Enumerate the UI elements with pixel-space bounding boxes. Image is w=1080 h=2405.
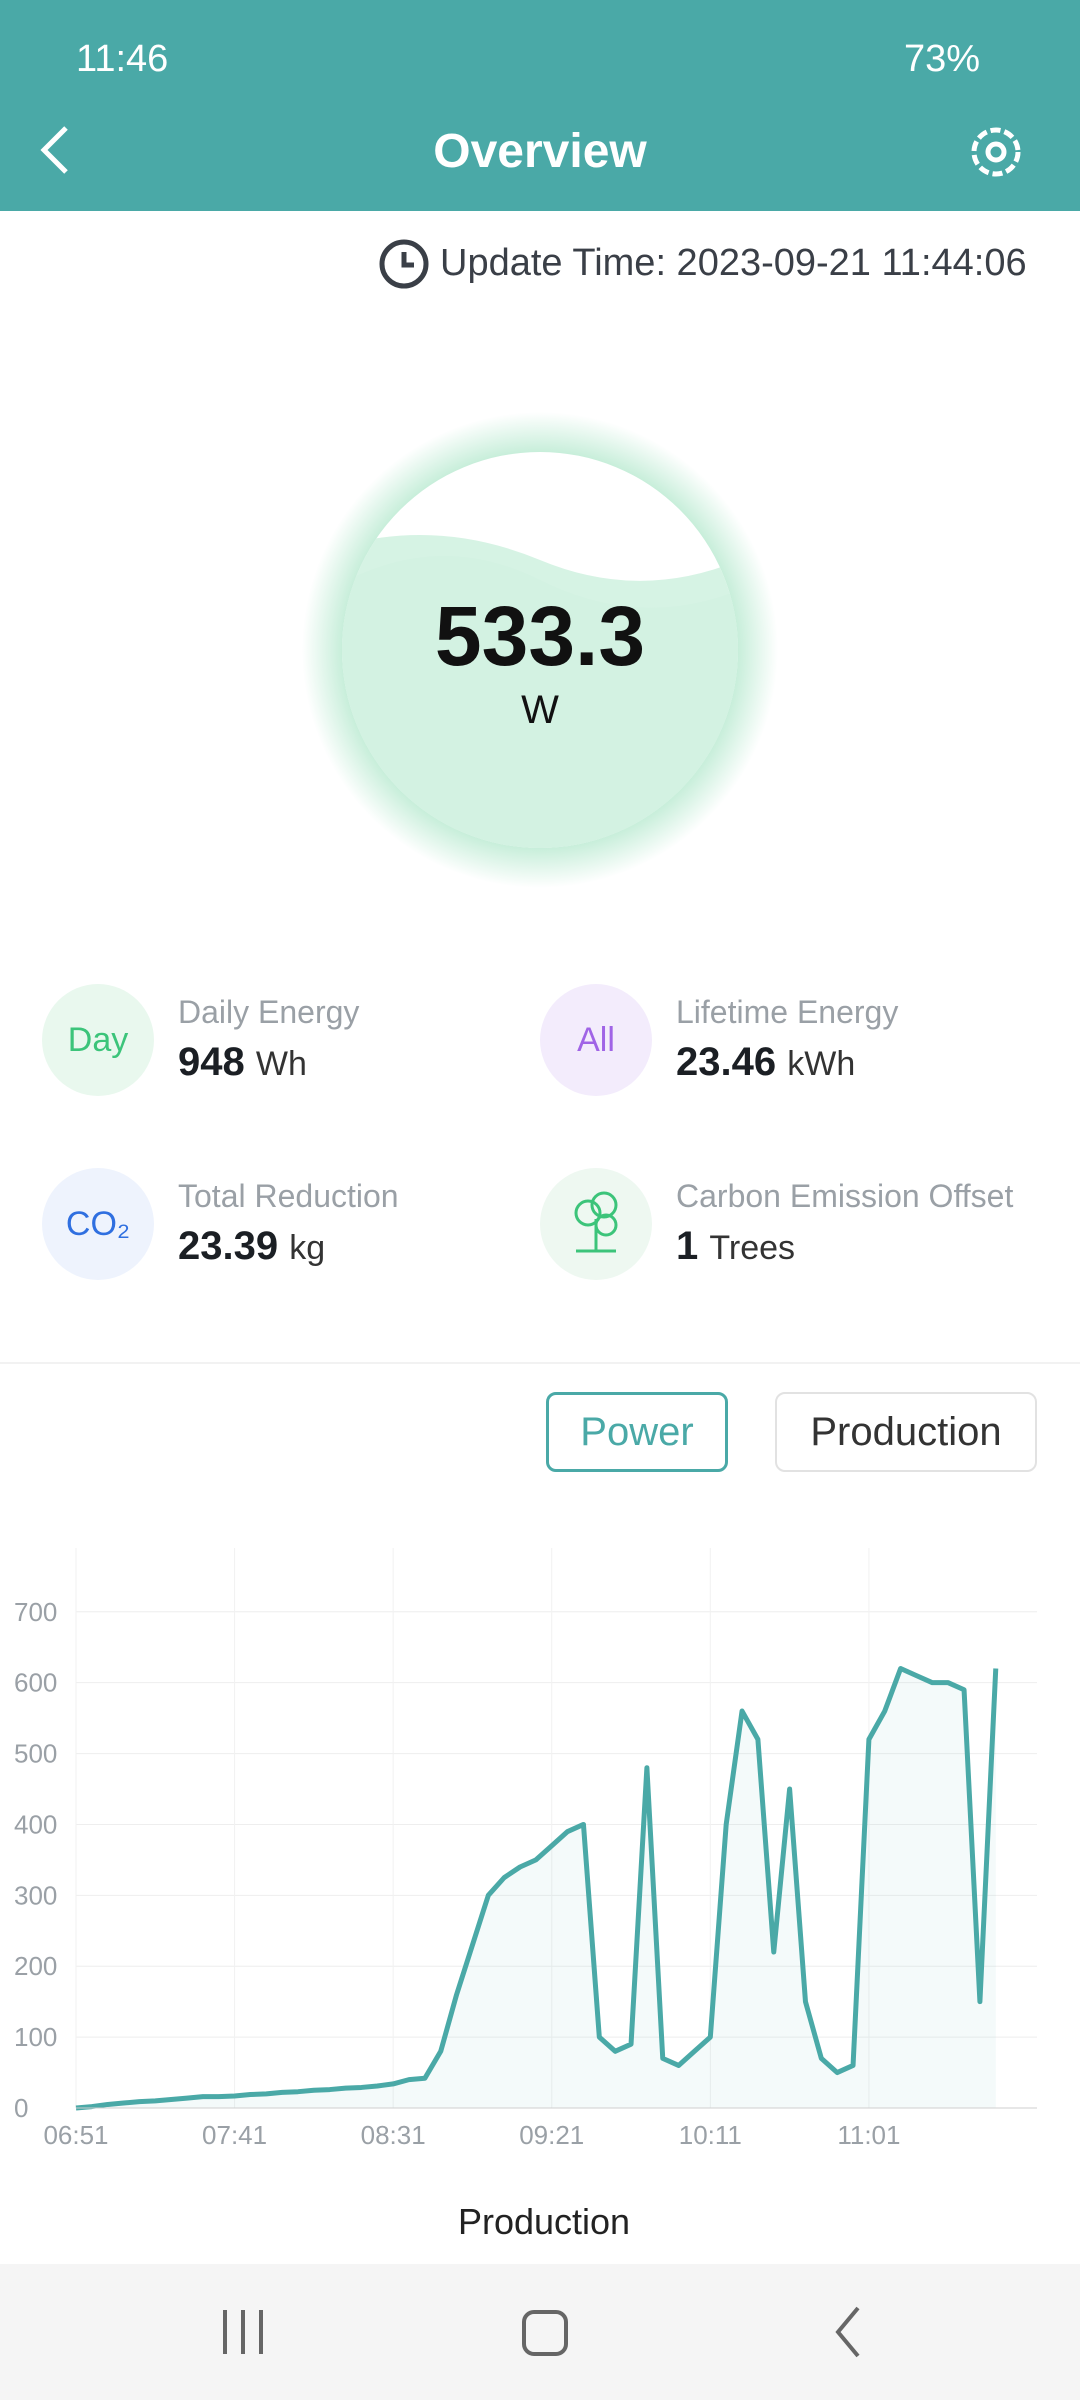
stat-unit: Trees xyxy=(709,1229,796,1267)
stat-value: 23.46 xyxy=(676,1040,777,1084)
stat-value-row: 1 Trees xyxy=(676,1224,795,1269)
nav-bar xyxy=(0,2264,1080,2400)
stat-label: Total Reduction xyxy=(178,1178,399,1214)
divider xyxy=(0,1362,1080,1364)
stat-icon: All xyxy=(540,984,652,1096)
x-tick-label: 06:51 xyxy=(43,2120,108,2150)
power-tab[interactable]: Power xyxy=(546,1392,728,1472)
clock: 11:46 xyxy=(76,38,169,80)
back-button[interactable] xyxy=(36,120,76,180)
gauge xyxy=(302,412,778,888)
stat-label: Daily Energy xyxy=(178,994,360,1030)
gauge-unit: W xyxy=(521,688,559,732)
x-tick-label: 08:31 xyxy=(361,2120,426,2150)
title: Overview xyxy=(433,125,647,178)
stat-unit: Wh xyxy=(255,1045,307,1083)
stat-unit: kWh xyxy=(787,1045,856,1083)
stat-value: 23.39 xyxy=(178,1224,279,1268)
stat-value-row: 23.46 kWh xyxy=(676,1040,855,1085)
stat-label: Lifetime Energy xyxy=(676,994,899,1030)
stat-icon: Day xyxy=(42,984,154,1096)
app-bar: 11:46 73% Overview xyxy=(0,0,1080,211)
clock-icon xyxy=(379,239,429,289)
x-tick-label: 09:21 xyxy=(519,2120,584,2150)
y-tick-label: 600 xyxy=(14,1668,57,1698)
line xyxy=(75,1666,999,2111)
gauge-value: 533.3 xyxy=(434,589,646,683)
y-tick-label: 400 xyxy=(14,1809,57,1839)
y-tick-label: 500 xyxy=(14,1739,57,1769)
area xyxy=(76,1668,996,2108)
x-tick-label: 10:11 xyxy=(679,2120,742,2150)
update-time: Update Time: 2023-09-21 11:44:06 xyxy=(440,242,1027,284)
y-tick-label: 100 xyxy=(14,2022,57,2052)
tree-icon xyxy=(540,1168,652,1280)
x-tick-label: 07:41 xyxy=(202,2120,267,2150)
stat-unit: kg xyxy=(289,1229,326,1267)
y-tick-label: 700 xyxy=(14,1597,57,1627)
stat-value: 1 xyxy=(676,1224,699,1268)
stat-value: 948 xyxy=(178,1040,245,1084)
production-tab[interactable]: Production xyxy=(775,1392,1037,1472)
legend-label: Production xyxy=(458,2201,630,2242)
y-tick-label: 0 xyxy=(14,2093,28,2123)
stat-value-row: 948 Wh xyxy=(178,1040,307,1085)
y-tick-label: 300 xyxy=(14,1880,57,1910)
stat-value-row: 23.39 kg xyxy=(178,1224,325,1269)
nav-icons xyxy=(223,2306,860,2358)
y-tick-label: 200 xyxy=(14,1951,57,1981)
battery: 73% xyxy=(904,38,981,80)
stat-label: Carbon Emission Offset xyxy=(676,1178,1014,1214)
stat-icon: CO₂ xyxy=(42,1168,154,1280)
chart: 0 100 200 300 400 500 600 700 06:51 07:41 08:31 09:… xyxy=(14,1548,1037,2242)
settings-button[interactable] xyxy=(964,120,1028,184)
x-tick-label: 11:01 xyxy=(837,2120,900,2150)
